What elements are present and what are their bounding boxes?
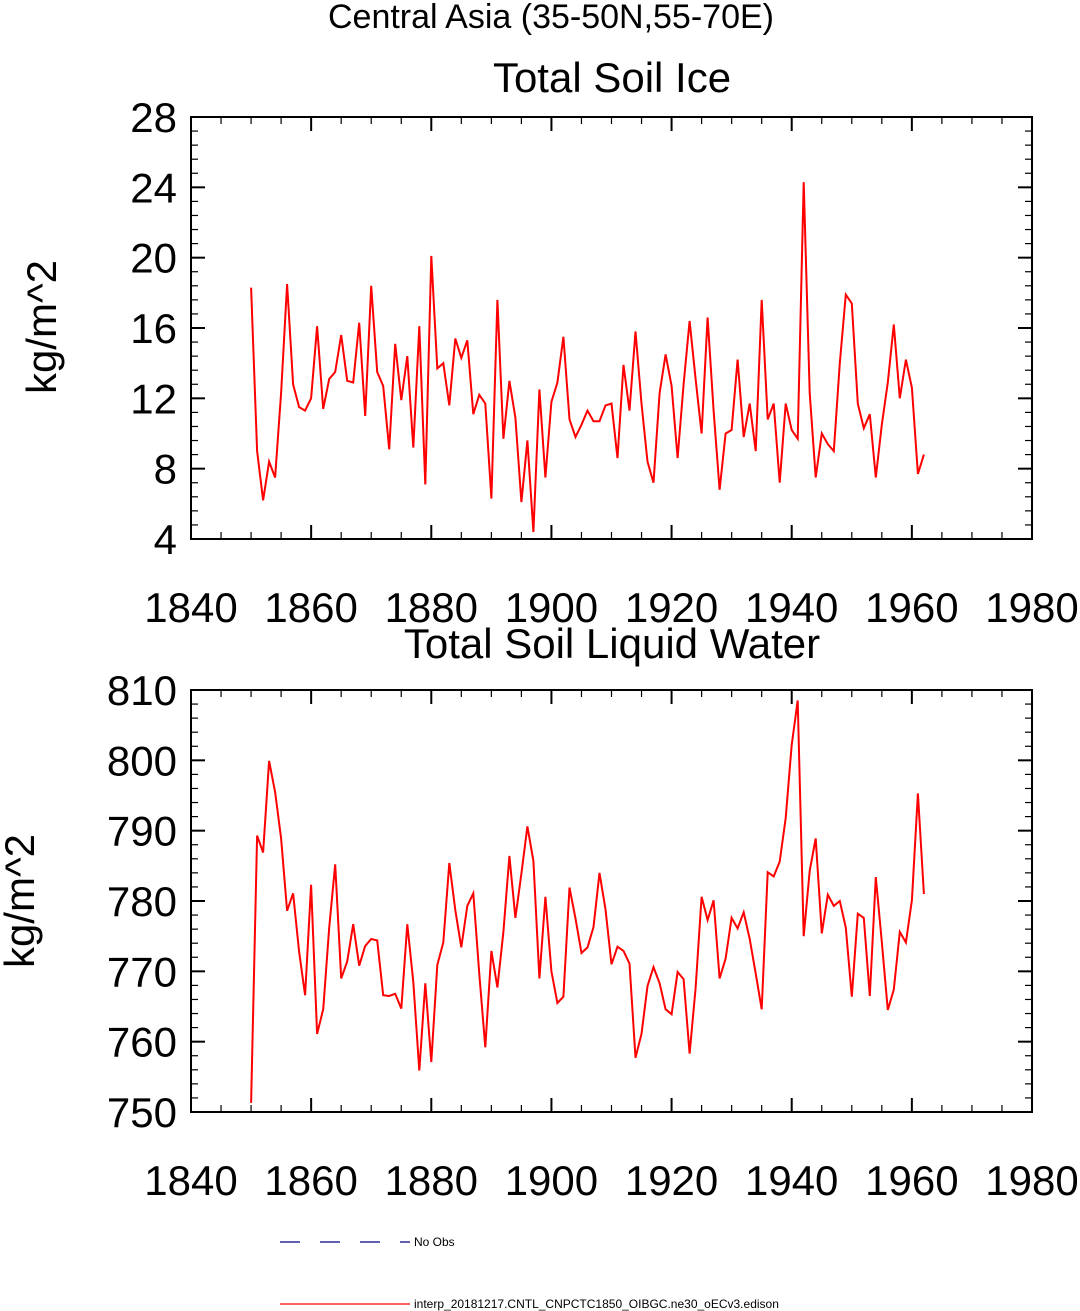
y-tick-label: 790 [107,808,177,855]
y-tick-label: 20 [130,235,177,282]
y-tick-label: 800 [107,737,177,784]
legend: No Obs interp_20181217.CNTL_CNPCTC1850_O… [280,1235,779,1311]
y-tick-label: 4 [154,516,177,563]
figure-suptitle: Central Asia (35-50N,55-70E) [328,0,774,36]
x-tick-labels-ice: 1840 1860 1880 1900 1920 1940 1960 1980 [144,584,1078,631]
y-tick-label: 810 [107,667,177,714]
y-tick-label: 8 [154,446,177,493]
x-tick-label: 1960 [865,1157,958,1204]
axis-ticks-ice [190,116,1033,540]
y-tick-label: 16 [130,305,177,352]
y-tick-label: 770 [107,948,177,995]
x-tick-label: 1920 [625,584,718,631]
x-tick-label: 1860 [264,584,357,631]
legend-obs-label: No Obs [414,1235,455,1249]
y-tick-label: 760 [107,1019,177,1066]
x-tick-label: 1900 [505,1157,598,1204]
panel-title-liquid: Total Soil Liquid Water [404,620,820,667]
y-tick-label: 750 [107,1089,177,1136]
y-tick-label: 12 [130,375,177,422]
x-tick-label: 1860 [264,1157,357,1204]
panel-total-soil-liquid-water: Total Soil Liquid Water kg/m^2 750 760 770… [0,620,1079,1204]
x-tick-label: 1940 [745,584,838,631]
x-tick-label: 1960 [865,584,958,631]
y-tick-label: 28 [130,94,177,141]
y-tick-labels-ice: 4 8 12 16 20 24 28 [130,94,177,563]
y-axis-label-liquid: kg/m^2 [0,834,43,968]
x-tick-label: 1980 [985,584,1078,631]
x-tick-labels-liquid: 1840 1860 1880 1900 1920 1940 1960 1980 [144,1157,1078,1204]
y-axis-label-ice: kg/m^2 [18,260,65,394]
panel-title-ice: Total Soil Ice [493,54,731,101]
axis-ticks-liquid [190,689,1033,1113]
series-line-liquid [250,700,925,1103]
x-tick-label: 1920 [625,1157,718,1204]
series-line-ice [250,182,925,533]
y-tick-label: 24 [130,164,177,211]
y-tick-labels-liquid: 750 760 770 780 790 800 810 [107,667,177,1136]
legend-model-label: interp_20181217.CNTL_CNPCTC1850_OIBGC.ne… [414,1297,779,1311]
x-tick-label: 1880 [385,1157,478,1204]
x-tick-label: 1880 [385,584,478,631]
y-tick-label: 780 [107,878,177,925]
x-tick-label: 1840 [144,584,237,631]
x-tick-label: 1980 [985,1157,1078,1204]
x-tick-label: 1900 [505,584,598,631]
x-tick-label: 1840 [144,1157,237,1204]
plot-frame-liquid [190,689,1033,1113]
x-tick-label: 1940 [745,1157,838,1204]
